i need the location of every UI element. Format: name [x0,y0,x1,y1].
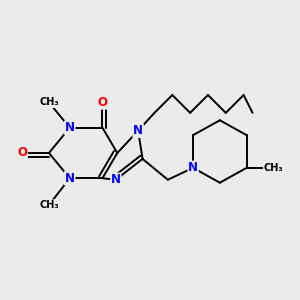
Text: N: N [133,124,143,137]
Text: N: N [188,161,198,174]
Text: N: N [111,173,121,186]
Text: O: O [98,96,107,109]
Text: CH₃: CH₃ [39,98,59,107]
Text: N: N [65,121,75,134]
Text: CH₃: CH₃ [263,163,283,173]
Text: CH₃: CH₃ [39,200,59,210]
Text: N: N [65,172,75,185]
Text: O: O [17,146,27,160]
